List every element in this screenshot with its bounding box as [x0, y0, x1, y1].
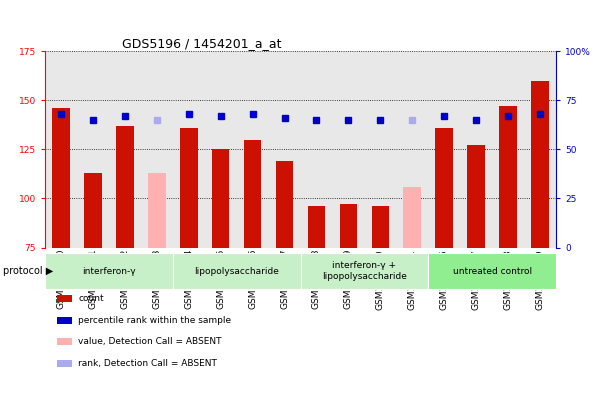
Bar	[276, 161, 293, 248]
Bar	[468, 145, 485, 248]
Bar	[499, 106, 517, 248]
Bar	[244, 140, 261, 248]
Text: lipopolysaccharide: lipopolysaccharide	[194, 267, 279, 275]
Bar	[308, 206, 325, 248]
Bar	[52, 108, 70, 248]
Text: value, Detection Call = ABSENT: value, Detection Call = ABSENT	[78, 338, 222, 346]
Bar	[116, 126, 133, 248]
Text: interferon-γ: interferon-γ	[82, 267, 136, 275]
Bar	[84, 173, 102, 248]
Text: GDS5196 / 1454201_a_at: GDS5196 / 1454201_a_at	[122, 37, 281, 50]
Text: percentile rank within the sample: percentile rank within the sample	[78, 316, 231, 325]
Bar	[435, 128, 453, 248]
Bar	[180, 128, 198, 248]
Bar	[531, 81, 549, 248]
Text: protocol ▶: protocol ▶	[3, 266, 53, 276]
Bar	[45, 253, 173, 289]
Text: interferon-γ +
lipopolysaccharide: interferon-γ + lipopolysaccharide	[322, 261, 407, 281]
Text: untreated control: untreated control	[453, 267, 532, 275]
Text: count: count	[78, 294, 104, 303]
Bar	[428, 253, 556, 289]
Bar	[371, 206, 389, 248]
Bar	[340, 204, 357, 248]
Bar	[173, 253, 300, 289]
Bar	[403, 187, 421, 248]
Bar	[300, 253, 428, 289]
Bar	[148, 173, 166, 248]
Text: rank, Detection Call = ABSENT: rank, Detection Call = ABSENT	[78, 359, 217, 368]
Bar	[212, 149, 230, 248]
